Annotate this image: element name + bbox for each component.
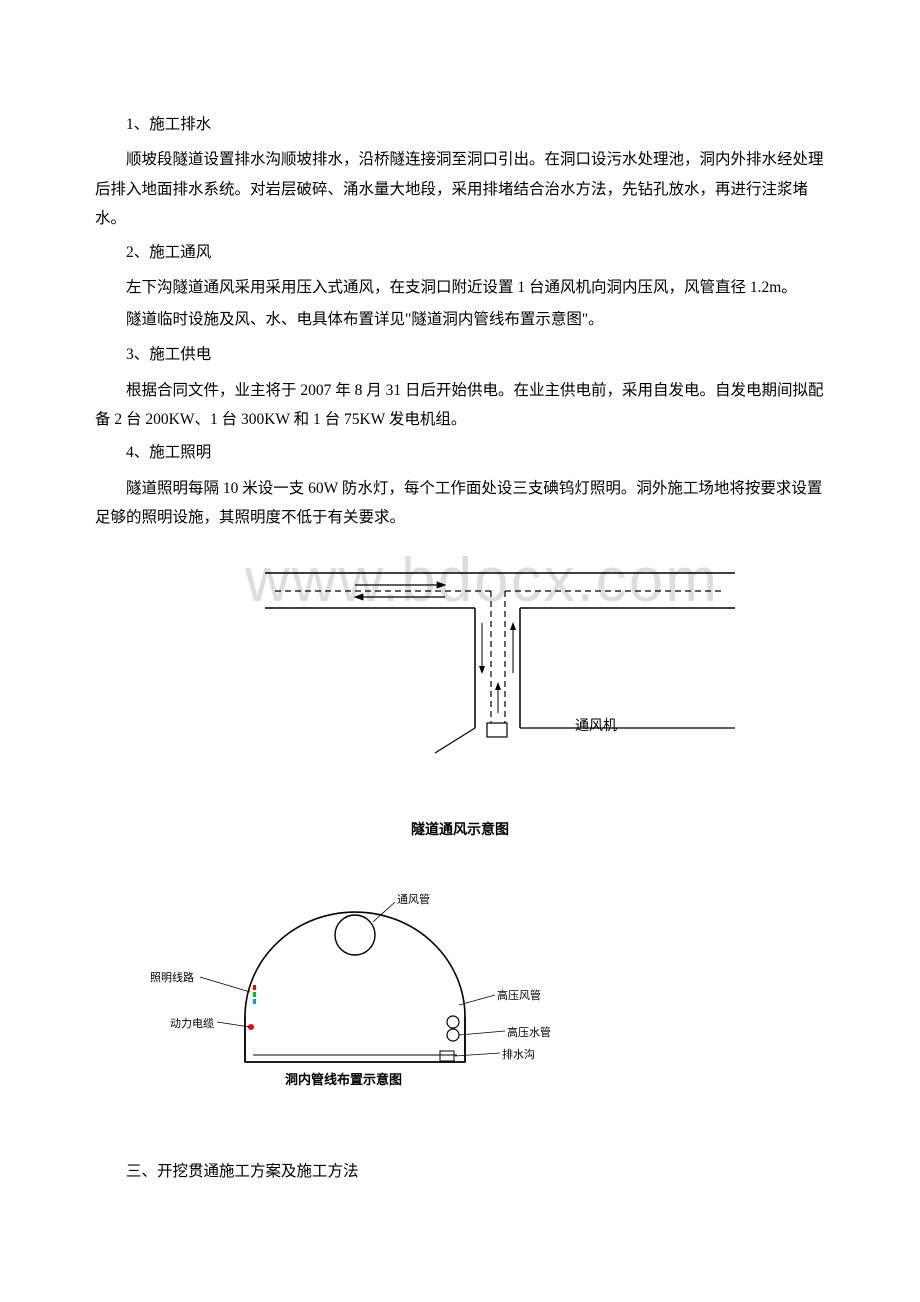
ventilation-diagram: www.bdocx.com 通风机 — [95, 553, 825, 813]
section-2-title: 2、施工通风 — [95, 238, 825, 267]
section-4-body: 隧道照明每隔 10 米设一支 60W 防水灯，每个工作面处设三支碘钨灯照明。洞外… — [95, 474, 825, 533]
diagram1-title: 隧道通风示意图 — [95, 819, 825, 839]
section-3-body: 根据合同文件，业主将于 2007 年 8 月 31 日后开始供电。在业主供电前，… — [95, 376, 825, 435]
label-power-cable: 动力电缆 — [170, 1015, 214, 1031]
label-hp-air: 高压风管 — [497, 987, 541, 1003]
section-2-body-2: 隧道临时设施及风、水、电具体布置详见"隧道洞内管线布置示意图"。 — [95, 305, 825, 334]
label-lighting: 照明线路 — [150, 969, 194, 985]
diagram2-title: 洞内管线布置示意图 — [285, 1069, 402, 1088]
tunnel-layout-diagram: 通风管 照明线路 动力电缆 高压风管 高压水管 排水沟 洞内管线布置示意图 — [95, 867, 825, 1107]
section-1-title: 1、施工排水 — [95, 110, 825, 139]
section-3-title: 3、施工供电 — [95, 340, 825, 369]
label-vent-pipe: 通风管 — [397, 891, 430, 907]
section-three-heading: 三、开挖贯通施工方案及施工方法 — [95, 1157, 825, 1186]
section-4-title: 4、施工照明 — [95, 438, 825, 467]
label-drain: 排水沟 — [502, 1046, 535, 1062]
section-2-body-1: 左下沟隧道通风采用采用压入式通风，在支洞口附近设置 1 台通风机向洞内压风，风管… — [95, 273, 825, 302]
section-1-body: 顺坡段隧道设置排水沟顺坡排水，沿桥隧连接洞至洞口引出。在洞口设污水处理池，洞内外… — [95, 145, 825, 233]
label-hp-water: 高压水管 — [507, 1024, 551, 1040]
